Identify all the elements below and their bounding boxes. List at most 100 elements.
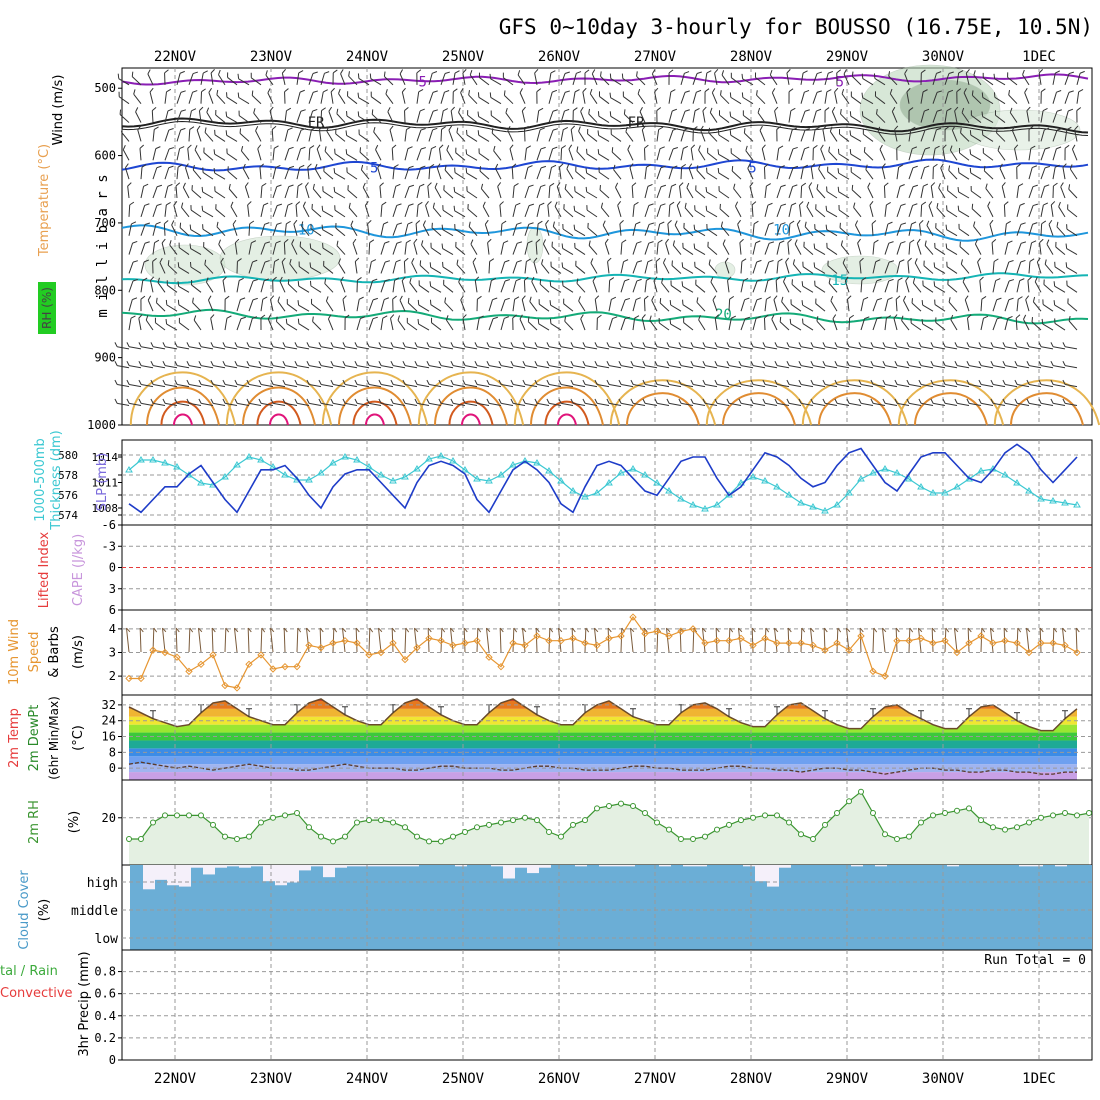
wind-barb	[140, 164, 147, 180]
tick-label: 3	[109, 582, 116, 596]
wind-barb	[800, 70, 808, 85]
wind-barb	[549, 281, 562, 293]
wind-barb	[834, 342, 850, 350]
wind-barb	[1052, 146, 1062, 161]
wind-barb	[294, 379, 310, 388]
wind-barb	[416, 69, 422, 85]
wind-barb	[272, 165, 281, 180]
wind-barb	[861, 92, 874, 105]
wind-barb	[179, 222, 190, 237]
wind10m-barb	[953, 627, 959, 653]
wind-barb	[480, 183, 490, 199]
wind-barb	[522, 342, 538, 350]
wind-barb	[163, 220, 169, 236]
wind-barb	[534, 360, 550, 369]
wind-barb	[227, 166, 238, 180]
wind-barb	[527, 316, 538, 331]
wind-barb	[842, 258, 850, 274]
wind-barb	[474, 379, 490, 388]
wind-barb	[560, 108, 570, 123]
rh2m-point	[1026, 819, 1032, 826]
wind-barb	[354, 360, 370, 369]
wind-barb	[720, 221, 730, 237]
wind-barb	[774, 106, 779, 123]
wind-barb	[258, 342, 274, 350]
wind-barb	[476, 295, 482, 312]
wind-barb	[318, 342, 334, 350]
wind10m-barb	[283, 627, 288, 653]
wind-barb	[474, 360, 490, 369]
high-cloud-bar	[239, 865, 251, 868]
wind-barb	[872, 316, 882, 331]
wind-barb	[362, 182, 370, 199]
wind-barb	[450, 398, 466, 406]
wind10m-speed-point	[209, 651, 217, 659]
wind-barb	[658, 318, 670, 331]
wind-barb	[750, 398, 766, 406]
wind10m-speed-point	[665, 632, 673, 640]
thickness-point	[233, 461, 241, 468]
wind-barb	[694, 261, 706, 274]
wind-barb	[522, 398, 538, 406]
wind-barb	[200, 88, 206, 104]
wind10m-speed-point	[1037, 639, 1045, 647]
contour-label: 20	[715, 307, 732, 323]
wind-barb	[947, 279, 958, 293]
wind-barb	[150, 360, 166, 369]
wind-barb	[851, 71, 862, 86]
wind-barb	[813, 243, 826, 256]
wind-barb	[166, 280, 178, 293]
top-date-label: 1DEC	[1022, 49, 1056, 65]
wind-barb	[690, 360, 706, 369]
wind-barb	[683, 222, 694, 237]
wind-barb	[978, 379, 994, 388]
wind-barb	[418, 280, 430, 293]
wind-barb	[460, 295, 466, 312]
wind-barb	[414, 398, 430, 406]
wind-barb	[861, 73, 874, 86]
wind-barb	[342, 295, 347, 312]
wind-barb	[973, 221, 982, 237]
high-cloud-bar	[1055, 865, 1067, 867]
wind-barb	[884, 201, 891, 217]
wind-barb	[560, 127, 568, 142]
wind-barb	[203, 242, 214, 255]
wind-barb	[206, 107, 214, 123]
wind-barb	[222, 360, 238, 369]
wind-barb	[416, 165, 426, 180]
wind-barb	[237, 92, 250, 105]
wind-barb	[1001, 182, 1006, 199]
rh2m-point	[1014, 824, 1020, 831]
thickness-point	[401, 473, 409, 480]
boundary-layer-contour	[626, 392, 700, 426]
thickness-point	[497, 471, 505, 478]
wind-barb	[296, 109, 306, 123]
wind-barb	[541, 259, 550, 274]
contour-label: 5	[748, 161, 756, 177]
wind-barb	[896, 277, 903, 293]
wind-barb	[588, 240, 598, 255]
bottom-date-label: 24NOV	[346, 1071, 389, 1087]
wind-barb	[440, 108, 448, 123]
wind-barb	[546, 360, 562, 369]
temperature-contour	[121, 117, 1089, 134]
wind-barb	[324, 146, 334, 161]
wind-barb	[500, 220, 507, 236]
wind10m-speed-point	[281, 662, 289, 671]
wind-barb	[776, 222, 786, 236]
wind-barb	[210, 314, 215, 331]
wind-barb	[548, 109, 558, 123]
wind-barb	[607, 257, 612, 274]
wind-barb	[992, 258, 999, 274]
wind-barb	[167, 260, 178, 274]
wind-barb	[164, 128, 174, 142]
wind-barb	[678, 360, 694, 369]
wind-barb	[250, 72, 262, 86]
wind-barb	[773, 295, 778, 312]
wind-barb	[822, 342, 838, 350]
wind-barb	[546, 342, 562, 350]
wind-barb	[620, 297, 631, 312]
wind10m-barb	[233, 627, 239, 653]
wind-barb	[656, 184, 667, 199]
wind-barb	[894, 360, 910, 369]
